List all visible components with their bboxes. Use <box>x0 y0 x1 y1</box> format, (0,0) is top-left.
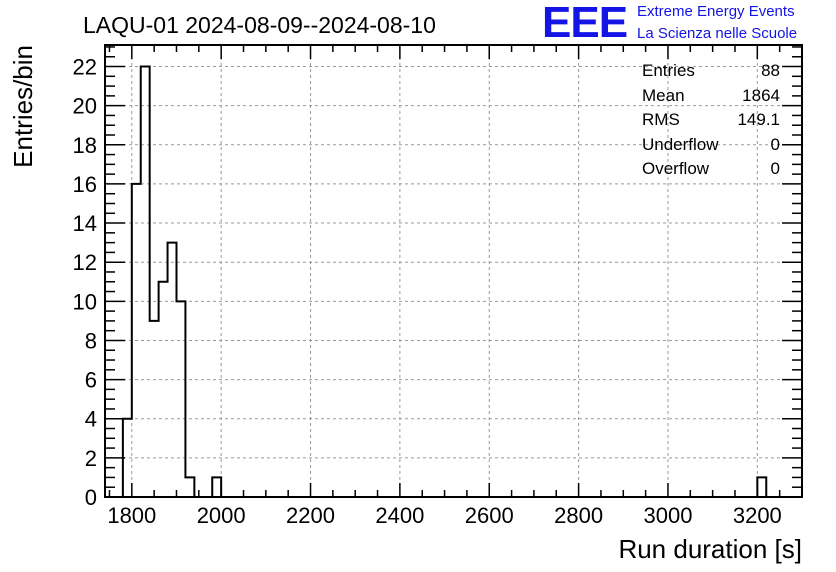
histogram-bin <box>212 477 221 497</box>
y-tick-label: 18 <box>73 133 97 158</box>
stats-value: 149.1 <box>737 110 780 129</box>
y-tick-label: 10 <box>73 289 97 314</box>
stats-label: Overflow <box>642 159 710 178</box>
histogram-bin <box>141 67 150 497</box>
histogram-bin <box>176 301 185 497</box>
x-tick-label: 2800 <box>554 503 603 528</box>
y-tick-label: 2 <box>85 446 97 471</box>
stats-label: Underflow <box>642 134 719 154</box>
x-tick-label: 3000 <box>643 503 692 528</box>
stats-value: 1864 <box>742 85 780 105</box>
y-tick-label: 14 <box>73 211 97 236</box>
stats-label: RMS <box>642 110 680 129</box>
stats-row-underflow: Underflow 0 <box>642 133 780 158</box>
y-tick-label: 0 <box>85 485 97 510</box>
stats-box: Entries 88 Mean 1864 RMS 149.1 Underflow… <box>642 59 780 182</box>
y-tick-label: 4 <box>85 407 97 432</box>
y-tick-label: 12 <box>73 250 97 275</box>
chart-title: LAQU-01 2024-08-09--2024-08-10 <box>83 12 436 38</box>
y-tick-label: 16 <box>73 172 97 197</box>
plot-frame <box>104 44 803 498</box>
stats-row-overflow: Overflow 0 <box>642 157 780 182</box>
x-tick-label: 2400 <box>375 503 424 528</box>
y-axis-title: Entries/bin <box>8 45 38 168</box>
eee-logo: EEE <box>542 0 628 47</box>
x-tick-label: 2000 <box>197 503 246 528</box>
histogram-bin <box>150 321 159 497</box>
x-tick-label: 2600 <box>465 503 514 528</box>
x-tick-label: 3200 <box>733 503 782 528</box>
logo-line-1: Extreme Energy Events <box>637 3 795 20</box>
x-axis-title: Run duration [s] <box>618 534 802 564</box>
y-tick-label: 22 <box>73 55 97 80</box>
histogram-bin <box>757 477 766 497</box>
stats-value: 0 <box>770 159 780 178</box>
x-tick-label: 2200 <box>286 503 335 528</box>
stats-label: Entries <box>642 61 695 80</box>
histogram-bin <box>185 477 194 497</box>
y-tick-label: 6 <box>85 368 97 393</box>
stats-row-rms: RMS 149.1 <box>642 108 780 133</box>
stats-label: Mean <box>642 85 685 105</box>
stats-value: 88 <box>761 61 780 80</box>
y-tick-label: 20 <box>73 94 97 119</box>
logo-line-2: La Scienza nelle Scuole <box>637 25 798 42</box>
stats-row-entries: Entries 88 <box>642 59 780 84</box>
stats-value: 0 <box>770 134 780 154</box>
y-tick-label: 8 <box>85 328 97 353</box>
stats-row-mean: Mean 1864 <box>642 84 780 109</box>
histogram-bin <box>168 243 177 497</box>
histogram-bin <box>159 282 168 497</box>
x-tick-label: 1800 <box>107 503 156 528</box>
